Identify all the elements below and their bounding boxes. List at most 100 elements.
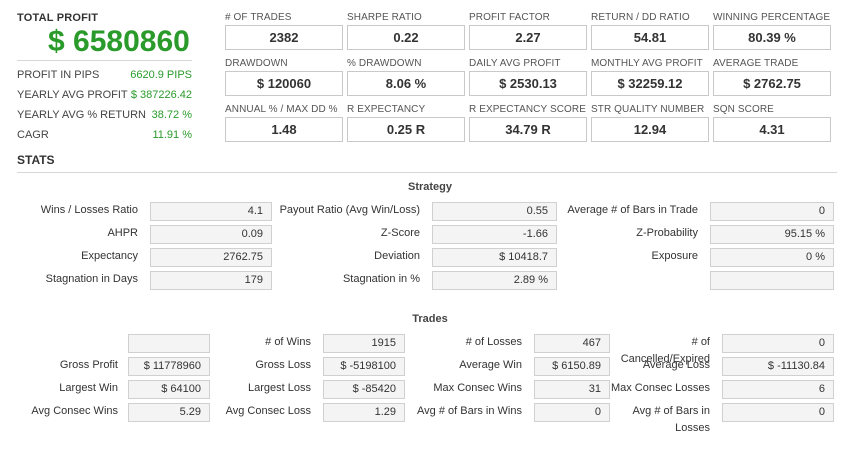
trades-label: Average Loss: [642, 359, 710, 371]
kpi-average-trade: AVERAGE TRADE $ 2762.75: [713, 58, 831, 96]
kpi-label: SHARPE RATIO: [347, 12, 422, 23]
kpi-label: RETURN / DD RATIO: [591, 12, 690, 23]
summary-row-label: PROFIT IN PIPS: [17, 69, 100, 81]
trades-label: Max Consec Losses: [610, 382, 710, 394]
kpi-label: # OF TRADES: [225, 12, 292, 23]
trades-label: # of Wins: [265, 336, 311, 348]
kpi-str-quality-number: STR QUALITY NUMBER 12.94: [591, 104, 709, 142]
kpi-label: % DRAWDOWN: [347, 58, 422, 69]
strategy-label: Exposure: [651, 250, 698, 262]
kpi-profit-factor: PROFIT FACTOR 2.27: [469, 12, 587, 50]
summary-row-value: 11.91 %: [152, 129, 192, 141]
strategy-label: Payout Ratio (Avg Win/Loss): [279, 204, 420, 216]
kpi-value: 2.27: [469, 25, 587, 50]
kpi-r-expectancy: R EXPECTANCY 0.25 R: [347, 104, 465, 142]
kpi-label: R EXPECTANCY SCORE: [469, 104, 587, 115]
strategy-value: -1.66: [432, 225, 557, 244]
strategy-label: Expectancy: [81, 250, 138, 262]
strategy-label: AHPR: [107, 227, 138, 239]
summary-divider: [17, 60, 192, 61]
trades-label: Avg # of Bars in Wins: [417, 405, 522, 417]
trades-value: 0: [722, 334, 834, 353]
kpi-value: $ 2762.75: [713, 71, 831, 96]
trades-label: Max Consec Wins: [433, 382, 522, 394]
kpi-label: PROFIT FACTOR: [469, 12, 550, 23]
trades-value: 6: [722, 380, 834, 399]
strategy-value: 95.15 %: [710, 225, 834, 244]
strategy-value: 0 %: [710, 248, 834, 267]
summary-row-label: CAGR: [17, 129, 49, 141]
kpi-value: 2382: [225, 25, 343, 50]
strategy-value: 0: [710, 202, 834, 221]
kpi-value: 0.25 R: [347, 117, 465, 142]
summary-row-cagr: CAGR 11.91 %: [17, 128, 192, 148]
trades-label: Largest Loss: [248, 382, 311, 394]
kpi-r-expectancy-score: R EXPECTANCY SCORE 34.79 R: [469, 104, 587, 142]
summary-row-profit-pips: PROFIT IN PIPS 6620.9 PIPS: [17, 68, 192, 88]
trades-label: Gross Profit: [59, 359, 118, 371]
trades-value: $ 64100: [128, 380, 210, 399]
kpi-label: DAILY AVG PROFIT: [469, 58, 561, 69]
kpi-return-dd-ratio: RETURN / DD RATIO 54.81: [591, 12, 709, 50]
stats-divider: [17, 172, 837, 173]
strategy-value: 2762.75: [150, 248, 272, 267]
strategy-value: [710, 271, 834, 290]
trades-label: Avg Consec Loss: [225, 405, 311, 417]
trades-label: Gross Loss: [255, 359, 311, 371]
strategy-value: 0.55: [432, 202, 557, 221]
kpi-value: 54.81: [591, 25, 709, 50]
summary-row-value: 6620.9 PIPS: [130, 69, 192, 81]
kpi-value: 1.48: [225, 117, 343, 142]
trades-value: $ -85420: [323, 380, 405, 399]
kpi-label: STR QUALITY NUMBER: [591, 104, 705, 115]
summary-row-yearly-avg-profit: YEARLY AVG PROFIT $ 387226.42: [17, 88, 192, 108]
stats-title: STATS: [17, 153, 55, 167]
trades-section-title: Trades: [412, 313, 448, 325]
kpi-value: 0.22: [347, 25, 465, 50]
trades-value: 0: [534, 403, 610, 422]
kpi-drawdown: DRAWDOWN $ 120060: [225, 58, 343, 96]
trades-label: # of Losses: [465, 336, 522, 348]
trades-value: 1.29: [323, 403, 405, 422]
kpi-label: SQN SCORE: [713, 104, 774, 115]
trades-value: 5.29: [128, 403, 210, 422]
strategy-label: Z-Probability: [636, 227, 698, 239]
strategy-value: 2.89 %: [432, 271, 557, 290]
total-profit-label: TOTAL PROFIT: [17, 12, 99, 24]
strategy-label: Z-Score: [380, 227, 420, 239]
kpi-value: $ 2530.13: [469, 71, 587, 96]
trades-label: Largest Win: [59, 382, 118, 394]
trades-value: 31: [534, 380, 610, 399]
kpi-value: 12.94: [591, 117, 709, 142]
strategy-label: Deviation: [374, 250, 420, 262]
trades-value: [128, 334, 210, 353]
trades-value: $ -11130.84: [722, 357, 834, 376]
kpi-winning-percentage: WINNING PERCENTAGE 80.39 %: [713, 12, 831, 50]
kpi-value: 4.31: [713, 117, 831, 142]
trades-value: 1915: [323, 334, 405, 353]
trades-label: Avg # of Bars in Losses: [632, 405, 710, 434]
kpi-value: 34.79 R: [469, 117, 587, 142]
kpi-label: MONTHLY AVG PROFIT: [591, 58, 703, 69]
kpi-number-of-trades: # OF TRADES 2382: [225, 12, 343, 50]
kpi-percent-drawdown: % DRAWDOWN 8.06 %: [347, 58, 465, 96]
trades-value: $ 6150.89: [534, 357, 610, 376]
summary-row-value: $ 387226.42: [130, 89, 192, 101]
kpi-value: $ 32259.12: [591, 71, 709, 96]
strategy-value: $ 10418.7: [432, 248, 557, 267]
trades-label: Avg Consec Wins: [31, 405, 118, 417]
kpi-value: 8.06 %: [347, 71, 465, 96]
kpi-label: AVERAGE TRADE: [713, 58, 799, 69]
strategy-label: Stagnation in %: [342, 273, 420, 285]
kpi-sharpe-ratio: SHARPE RATIO 0.22: [347, 12, 465, 50]
trades-value: 467: [534, 334, 610, 353]
kpi-daily-avg-profit: DAILY AVG PROFIT $ 2530.13: [469, 58, 587, 96]
strategy-value: 0.09: [150, 225, 272, 244]
trades-value: 0: [722, 403, 834, 422]
kpi-label: DRAWDOWN: [225, 58, 288, 69]
strategy-label: Wins / Losses Ratio: [40, 204, 138, 216]
summary-row-value: 38.72 %: [151, 109, 192, 121]
strategy-label: [557, 271, 698, 290]
total-profit-value: $ 6580860: [48, 25, 190, 58]
trades-value: $ -5198100: [323, 357, 405, 376]
